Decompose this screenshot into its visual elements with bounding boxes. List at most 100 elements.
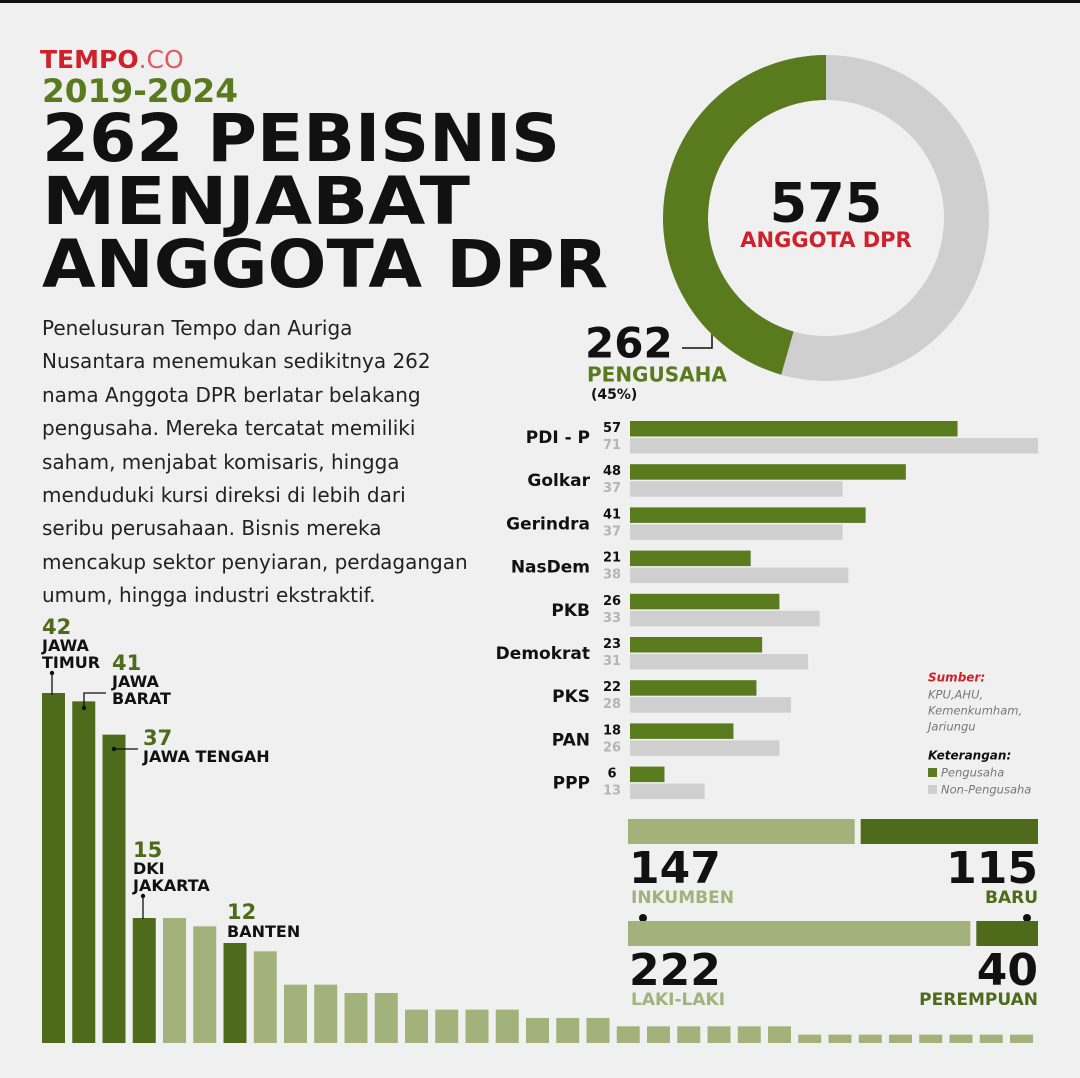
- legend-swatch: [928, 785, 937, 794]
- legend-label: Pengusaha: [941, 766, 1004, 780]
- title-line: MENJABAT: [42, 163, 470, 240]
- bar: [630, 740, 780, 756]
- bar: [526, 1018, 549, 1043]
- leader-dot: [81, 705, 87, 711]
- bar: [435, 1009, 459, 1043]
- total-label: ANGGOTA DPR: [740, 228, 911, 252]
- bar: [495, 1009, 519, 1043]
- bar: [132, 918, 156, 1043]
- value-label: 6: [607, 767, 616, 782]
- source-line: KPU,AHU,: [928, 688, 983, 702]
- bar: [768, 1026, 791, 1043]
- brand: TEMPO.CO: [40, 45, 184, 74]
- chart: TEMPO.CO 2019-2024 262 PEBISNIS MENJABAT…: [40, 45, 1038, 1043]
- bar: [630, 723, 734, 739]
- value-label: 37: [603, 481, 621, 496]
- bar: [223, 943, 247, 1043]
- party-label: Gerindra: [506, 514, 590, 534]
- bar: [616, 1026, 640, 1043]
- value-label: 26: [603, 740, 621, 755]
- intro-line: nama Anggota DPR berlatar belakang: [42, 382, 421, 407]
- total-value: 575: [770, 172, 883, 235]
- bar: [889, 1034, 912, 1043]
- legend-title: Keterangan:: [928, 749, 1011, 763]
- legend-swatch: [928, 768, 937, 777]
- segment-percent: (45%): [591, 387, 637, 403]
- bar: [630, 610, 820, 627]
- bar: [737, 1026, 761, 1043]
- split-label: INKUMBEN: [631, 888, 734, 908]
- bar: [556, 1018, 580, 1043]
- value-label: 38: [603, 568, 621, 583]
- intro-line: Penelusuran Tempo dan Auriga: [42, 316, 353, 340]
- split-bar: [628, 819, 855, 844]
- title-line: 262 PEBISNIS: [42, 100, 560, 177]
- bar: [630, 593, 780, 610]
- split-value: 40: [977, 945, 1038, 996]
- split-value: 147: [629, 843, 721, 894]
- bar: [630, 438, 1038, 454]
- donut-segment: [662, 55, 826, 375]
- bar: [630, 783, 705, 800]
- split-value: 115: [946, 843, 1038, 894]
- leader-dot: [111, 746, 117, 752]
- intro-line: mencakup sektor penyiaran, perdagangan: [42, 549, 468, 574]
- split-bar: [860, 819, 1038, 844]
- bar: [630, 680, 757, 696]
- bar: [630, 637, 763, 653]
- bar: [193, 926, 217, 1043]
- value-label: 71: [603, 438, 621, 453]
- bar: [798, 1034, 822, 1043]
- bar: [707, 1026, 731, 1043]
- legend-label: Non-Pengusaha: [941, 783, 1031, 797]
- value-label: 22: [603, 680, 621, 695]
- leader-dot: [140, 893, 146, 899]
- bar: [630, 464, 906, 480]
- intro-line: Nusantara menemukan sedikitnya 262: [42, 349, 431, 374]
- value-label: 48: [603, 464, 621, 479]
- party-label: Golkar: [527, 471, 590, 491]
- segment-value: 262: [585, 319, 673, 368]
- bar: [630, 697, 791, 713]
- split-label: LAKI-LAKI: [631, 990, 725, 1010]
- bar: [314, 984, 338, 1043]
- bar: [344, 993, 368, 1043]
- party-label: PAN: [552, 730, 590, 750]
- bar: [630, 766, 665, 783]
- bar: [465, 1009, 489, 1043]
- bar: [630, 550, 751, 567]
- bar: [677, 1026, 701, 1043]
- party-label: PKB: [551, 601, 590, 621]
- bar: [586, 1018, 610, 1043]
- segment-label: PENGUSAHA: [587, 363, 727, 387]
- bar: [828, 1034, 852, 1043]
- bar: [1010, 1034, 1033, 1043]
- bar: [949, 1034, 973, 1043]
- bar: [919, 1034, 943, 1043]
- value-label: 26: [603, 594, 621, 609]
- bar: [630, 524, 843, 540]
- value-label: 37: [143, 726, 172, 750]
- bar: [858, 1034, 882, 1043]
- party-label: NasDem: [511, 558, 590, 578]
- bar: [253, 951, 277, 1043]
- intro-line: umum, hingga industri ekstraktif.: [42, 583, 376, 608]
- source-line: Jariungu: [926, 720, 976, 734]
- period: 2019-2024: [42, 72, 238, 110]
- bar: [630, 421, 958, 437]
- value-label: 15: [133, 838, 162, 862]
- source-line: Kemenkumham,: [928, 704, 1022, 718]
- title-line: ANGGOTA DPR: [42, 226, 608, 303]
- value-label: 57: [603, 421, 621, 436]
- value-label: 37: [603, 524, 621, 539]
- value-label: 23: [603, 637, 621, 652]
- intro-text: Penelusuran Tempo dan Auriga Nusantara me…: [42, 312, 468, 613]
- value-label: 21: [603, 551, 621, 566]
- value-label: 13: [603, 784, 621, 799]
- party-label: PDI - P: [526, 428, 590, 448]
- party-label: PPP: [553, 774, 590, 794]
- value-label: 42: [42, 615, 71, 639]
- value-label: 18: [603, 723, 621, 738]
- brand-name: TEMPO: [40, 45, 139, 74]
